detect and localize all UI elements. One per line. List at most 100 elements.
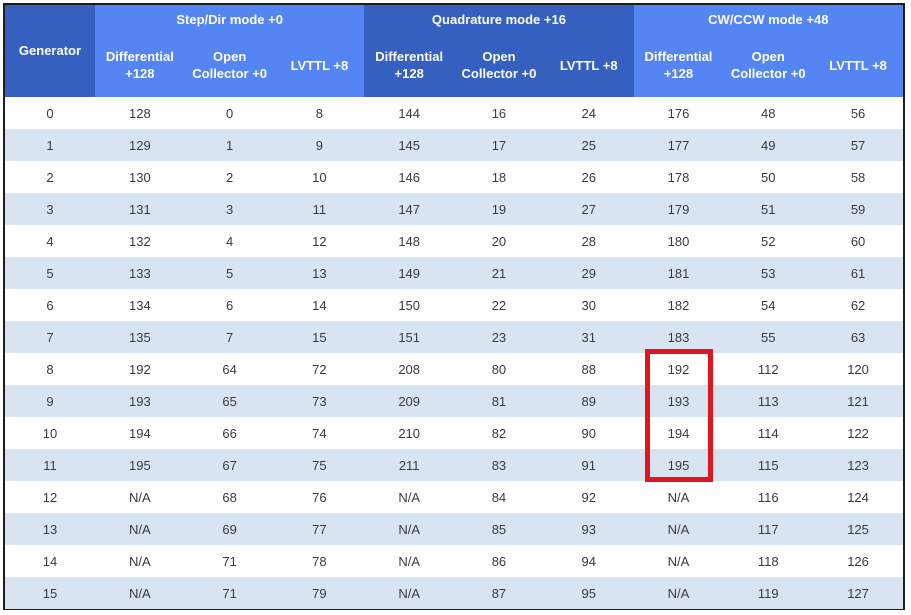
value-cell: 56 <box>813 97 903 129</box>
value-cell: N/A <box>633 545 724 577</box>
generator-cell: 14 <box>5 545 95 577</box>
section-header-quadrature: Quadrature mode +16 <box>364 5 634 35</box>
value-cell: 22 <box>454 289 544 321</box>
value-cell: 17 <box>454 129 544 161</box>
value-cell: 9 <box>274 129 365 161</box>
value-cell: 75 <box>274 449 365 481</box>
value-cell: 86 <box>454 545 544 577</box>
value-cell: 149 <box>364 257 455 289</box>
table-row: 12 N/A 68 76 N/A 84 92 N/A 116 124 <box>5 481 903 513</box>
value-cell: 130 <box>95 161 185 193</box>
table-row: 9 193 65 73 209 81 89 193 113 121 <box>5 385 903 417</box>
value-cell: 74 <box>274 417 365 449</box>
generator-mode-table: Generator Step/Dir mode +0 Quadrature mo… <box>5 5 903 609</box>
value-cell: 25 <box>543 129 634 161</box>
value-cell: 1 <box>184 129 275 161</box>
value-cell: 24 <box>543 97 634 129</box>
value-cell: N/A <box>95 481 185 513</box>
value-cell: 179 <box>633 193 724 225</box>
value-cell: 19 <box>454 193 544 225</box>
table-header: Generator Step/Dir mode +0 Quadrature mo… <box>5 5 903 97</box>
value-cell: 151 <box>364 321 455 353</box>
value-cell: N/A <box>364 577 455 609</box>
generator-cell: 15 <box>5 577 95 609</box>
value-cell: 119 <box>723 577 814 609</box>
table-row: 15 N/A 71 79 N/A 87 95 N/A 119 127 <box>5 577 903 609</box>
table-row: 3 131 3 11 147 19 27 179 51 59 <box>5 193 903 225</box>
value-cell: 59 <box>813 193 903 225</box>
value-cell: 30 <box>543 289 634 321</box>
value-cell: 113 <box>723 385 814 417</box>
value-cell: 16 <box>454 97 544 129</box>
value-cell: 60 <box>813 225 903 257</box>
column-header-stepdir-lvttl: LVTTL +8 <box>274 35 365 97</box>
value-cell: 52 <box>723 225 814 257</box>
value-cell: 7 <box>184 321 275 353</box>
value-cell: 83 <box>454 449 544 481</box>
value-cell: 150 <box>364 289 455 321</box>
value-cell: 69 <box>184 513 275 545</box>
value-cell: 87 <box>454 577 544 609</box>
value-cell: 192 <box>633 353 724 385</box>
generator-cell: 6 <box>5 289 95 321</box>
value-cell: 95 <box>543 577 634 609</box>
generator-cell: 10 <box>5 417 95 449</box>
value-cell: 84 <box>454 481 544 513</box>
value-cell: 77 <box>274 513 365 545</box>
generator-cell: 1 <box>5 129 95 161</box>
value-cell: 124 <box>813 481 903 513</box>
value-cell: 3 <box>184 193 275 225</box>
value-cell: 128 <box>95 97 185 129</box>
table-row: 1 129 1 9 145 17 25 177 49 57 <box>5 129 903 161</box>
value-cell: 123 <box>813 449 903 481</box>
value-cell: 23 <box>454 321 544 353</box>
value-cell: 62 <box>813 289 903 321</box>
table-row: 13 N/A 69 77 N/A 85 93 N/A 117 125 <box>5 513 903 545</box>
table-row: 14 N/A 71 78 N/A 86 94 N/A 118 126 <box>5 545 903 577</box>
column-header-stepdir-differential: Differential +128 <box>95 35 185 97</box>
value-cell: N/A <box>633 513 724 545</box>
value-cell: 145 <box>364 129 455 161</box>
value-cell: 61 <box>813 257 903 289</box>
value-cell: 195 <box>633 449 724 481</box>
value-cell: N/A <box>633 577 724 609</box>
value-cell: 72 <box>274 353 365 385</box>
value-cell: 64 <box>184 353 275 385</box>
value-cell: 132 <box>95 225 185 257</box>
value-cell: N/A <box>95 545 185 577</box>
generator-cell: 0 <box>5 97 95 129</box>
value-cell: 131 <box>95 193 185 225</box>
value-cell: 28 <box>543 225 634 257</box>
value-cell: 6 <box>184 289 275 321</box>
column-header-quadrature-lvttl: LVTTL +8 <box>543 35 634 97</box>
value-cell: 194 <box>95 417 185 449</box>
table-row: 8 192 64 72 208 80 88 192 112 120 <box>5 353 903 385</box>
value-cell: 93 <box>543 513 634 545</box>
table-row: 5 133 5 13 149 21 29 181 53 61 <box>5 257 903 289</box>
value-cell: 20 <box>454 225 544 257</box>
value-cell: 67 <box>184 449 275 481</box>
value-cell: 192 <box>95 353 185 385</box>
generator-cell: 12 <box>5 481 95 513</box>
value-cell: 112 <box>723 353 814 385</box>
value-cell: 210 <box>364 417 455 449</box>
generator-cell: 9 <box>5 385 95 417</box>
value-cell: N/A <box>364 545 455 577</box>
value-cell: 80 <box>454 353 544 385</box>
value-cell: 63 <box>813 321 903 353</box>
generator-column-header: Generator <box>5 5 95 97</box>
column-header-quadrature-open-collector: Open Collector +0 <box>454 35 544 97</box>
value-cell: 135 <box>95 321 185 353</box>
value-cell: 176 <box>633 97 724 129</box>
value-cell: 58 <box>813 161 903 193</box>
value-cell: 133 <box>95 257 185 289</box>
value-cell: 121 <box>813 385 903 417</box>
value-cell: 208 <box>364 353 455 385</box>
value-cell: N/A <box>364 481 455 513</box>
section-header-cwccw: CW/CCW mode +48 <box>633 5 903 35</box>
column-header-cwccw-lvttl: LVTTL +8 <box>813 35 903 97</box>
generator-cell: 11 <box>5 449 95 481</box>
value-cell: 125 <box>813 513 903 545</box>
value-cell: 15 <box>274 321 365 353</box>
